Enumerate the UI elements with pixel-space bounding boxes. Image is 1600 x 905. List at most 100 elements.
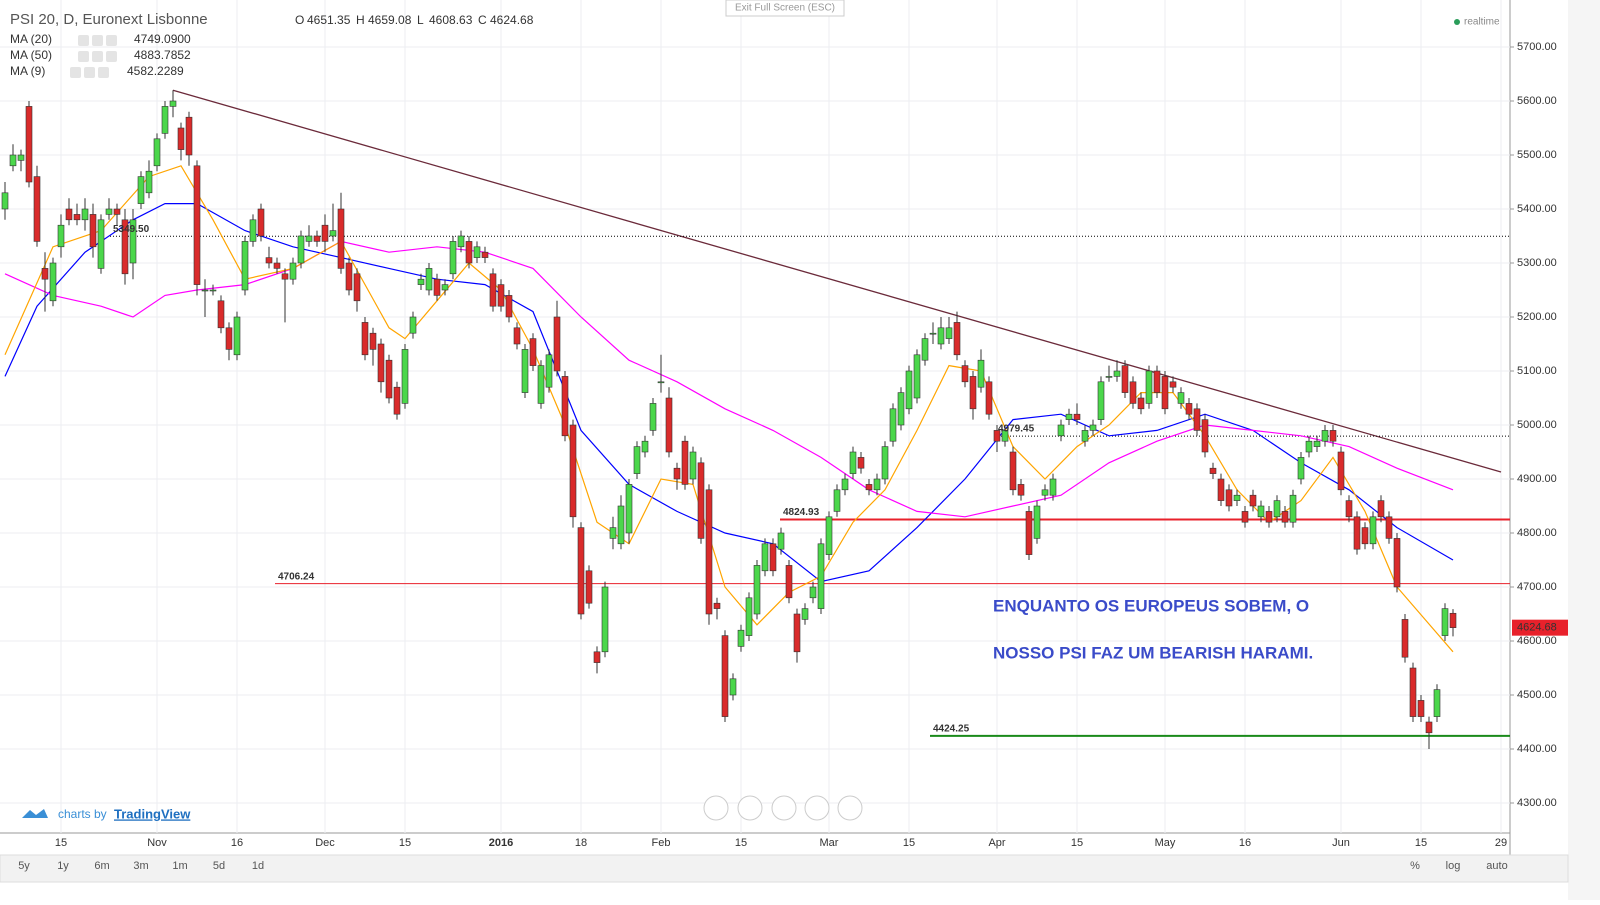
- candle-body: [1017, 484, 1025, 496]
- candle-body: [1305, 440, 1313, 453]
- candle-body: [1385, 516, 1393, 539]
- x-tick-label: Dec: [315, 837, 335, 849]
- nav-zoom-in[interactable]: [804, 795, 830, 821]
- candle-body: [17, 154, 25, 161]
- candle-body: [713, 602, 721, 609]
- legend-value: 4582.2289: [127, 64, 184, 78]
- range-button[interactable]: 5d: [213, 860, 225, 872]
- candle-body: [393, 386, 401, 415]
- x-tick-label: 15: [735, 837, 747, 849]
- x-tick-label: 16: [231, 837, 243, 849]
- y-tick-label: 4500.00: [1517, 689, 1557, 701]
- level-label: 4824.93: [783, 507, 820, 518]
- x-tick-label: 15: [1415, 837, 1427, 849]
- candle-body: [385, 359, 393, 399]
- candle-body: [521, 349, 529, 393]
- candle-body: [193, 165, 201, 285]
- candle-body: [185, 116, 193, 156]
- candle-body: [313, 235, 321, 242]
- fullscreen-button[interactable]: [725, 0, 845, 17]
- candle-body: [1, 192, 9, 210]
- ohlc-value: 4659.08: [368, 13, 412, 27]
- range-button[interactable]: 1d: [252, 860, 264, 872]
- legend-name: MA (50): [10, 48, 52, 62]
- candle-body: [73, 214, 81, 221]
- annotation: ENQUANTO OS EUROPEUS SOBEM, O: [993, 596, 1309, 615]
- legend-icon: [106, 35, 117, 46]
- candle-body: [1209, 467, 1217, 474]
- x-tick-label: 15: [903, 837, 915, 849]
- candle-body: [153, 138, 161, 167]
- candle-body: [1345, 500, 1353, 518]
- candle-body: [33, 176, 41, 242]
- candle-body: [745, 597, 753, 636]
- x-tick-label: 16: [1239, 837, 1251, 849]
- nav-left[interactable]: [703, 795, 729, 821]
- x-tick-label: Apr: [988, 837, 1005, 849]
- nav-right[interactable]: [837, 795, 863, 821]
- candle-body: [777, 532, 785, 550]
- candle-body: [1145, 370, 1153, 404]
- range-button[interactable]: 5y: [18, 860, 30, 872]
- candle-body: [1337, 451, 1345, 491]
- nav-buttons: [703, 795, 863, 821]
- candle-body: [89, 214, 97, 248]
- candle-body: [409, 316, 417, 334]
- candle-body: [401, 349, 409, 404]
- candle-body: [905, 370, 913, 410]
- scale-button[interactable]: log: [1446, 860, 1461, 872]
- candle-body: [961, 365, 969, 383]
- range-button[interactable]: 6m: [94, 860, 109, 872]
- candle-body: [977, 359, 985, 388]
- candle-body: [1049, 478, 1057, 496]
- candle-body: [457, 235, 465, 248]
- candle-body: [817, 543, 825, 609]
- y-tick-label: 5000.00: [1517, 419, 1557, 431]
- candle-body: [601, 586, 609, 653]
- legend-icon: [70, 67, 81, 78]
- nav-zoom-out[interactable]: [737, 795, 763, 821]
- candle-body: [1273, 500, 1281, 518]
- x-tick-label: 29: [1495, 837, 1507, 849]
- scale-button[interactable]: auto: [1486, 860, 1507, 872]
- candle-body: [273, 262, 281, 269]
- range-button[interactable]: 3m: [133, 860, 148, 872]
- candle-body: [1401, 619, 1409, 658]
- trendline: [172, 89, 1502, 473]
- branding-link[interactable]: TradingView: [114, 806, 191, 821]
- candle-body: [809, 586, 817, 599]
- candle-body: [1073, 413, 1081, 420]
- ohlc-letter: O: [295, 13, 304, 27]
- scale-button[interactable]: %: [1410, 860, 1420, 872]
- range-button[interactable]: 1y: [57, 860, 69, 872]
- candle-body: [1121, 365, 1129, 393]
- candle-body: [1025, 511, 1033, 555]
- ohlc-value: 4608.63: [429, 13, 473, 27]
- candle-body: [513, 327, 521, 345]
- y-tick-label: 4400.00: [1517, 743, 1557, 755]
- candle-body: [609, 527, 617, 539]
- candle-body: [1041, 489, 1049, 496]
- candle-body: [169, 100, 177, 107]
- candle-body: [481, 251, 489, 258]
- candle-body: [233, 316, 241, 356]
- range-button[interactable]: 1m: [172, 860, 187, 872]
- marks: [0, 0, 1510, 833]
- fullscreen-text[interactable]: Exit Full Screen (ESC): [735, 3, 835, 14]
- candle-body: [209, 289, 217, 292]
- candle-body: [1233, 494, 1241, 501]
- legend-icon: [106, 51, 117, 62]
- legend-icon: [98, 67, 109, 78]
- x-tick-label: 18: [575, 837, 587, 849]
- candle-body: [945, 327, 953, 339]
- candle-body: [113, 208, 121, 215]
- nav-reset[interactable]: [771, 795, 797, 821]
- ohlc-letter: L: [417, 13, 424, 27]
- realtime: realtime: [1464, 17, 1500, 28]
- legend-name: MA (20): [10, 32, 52, 46]
- candle-body: [201, 289, 209, 292]
- candle-body: [697, 462, 705, 539]
- x-tick-label: 15: [399, 837, 411, 849]
